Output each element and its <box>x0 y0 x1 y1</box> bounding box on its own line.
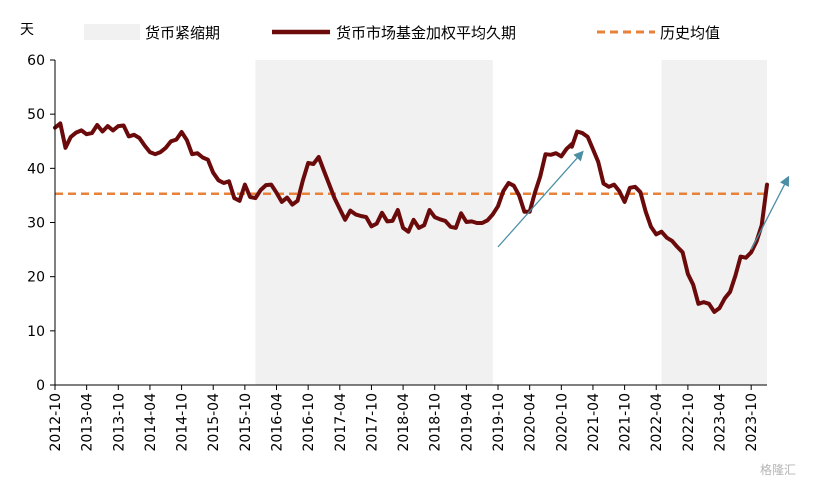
x-tick-label: 2018-10 <box>428 393 444 452</box>
y-tick-label: 60 <box>27 53 45 69</box>
trend-arrow-layer <box>497 150 790 250</box>
x-tick-label: 2022-04 <box>649 393 665 452</box>
y-tick-label: 50 <box>27 107 45 123</box>
x-tick-label: 2021-04 <box>586 393 602 452</box>
x-tick-label: 2013-04 <box>80 393 96 452</box>
legend-shade-swatch <box>84 24 140 40</box>
x-tick-label: 2019-10 <box>491 393 507 452</box>
legend-shade-label: 货币紧缩期 <box>145 24 220 42</box>
y-tick-label: 20 <box>27 270 45 286</box>
x-tick-label: 2018-04 <box>396 393 412 452</box>
x-tick-label: 2017-10 <box>364 393 380 452</box>
y-tick-label: 30 <box>27 216 45 232</box>
x-tick-label: 2019-04 <box>459 393 475 452</box>
x-tick-label: 2012-10 <box>48 393 64 452</box>
y-axis-unit-label: 天 <box>20 22 34 38</box>
watermark: 格隆汇 <box>760 462 796 477</box>
legend-line-label: 货币市场基金加权平均久期 <box>336 24 516 42</box>
series-layer <box>53 121 769 314</box>
series-line-1 <box>53 121 769 314</box>
x-tick-label: 2020-10 <box>554 393 570 452</box>
x-tick-label: 2013-10 <box>111 393 127 452</box>
legend: 货币紧缩期 货币市场基金加权平均久期 历史均值 <box>84 24 720 42</box>
y-tick-label: 10 <box>27 324 45 340</box>
tightening-shade-layer <box>255 60 767 385</box>
x-tick-label: 2017-04 <box>333 393 349 452</box>
x-tick-label: 2016-04 <box>270 393 286 452</box>
x-tick-label: 2021-10 <box>618 393 634 452</box>
trend-arrow-2 <box>750 175 790 250</box>
tightening-period-2 <box>661 60 767 385</box>
trend-arrow-1 <box>497 150 584 248</box>
x-tick-label: 2014-10 <box>175 393 191 452</box>
legend-mean-label: 历史均值 <box>660 24 720 42</box>
axis-layer: 0 10 20 30 40 50 60 2012-10 2013-04 2013-10 2014-0… <box>27 53 767 452</box>
y-tick-label: 0 <box>36 378 45 394</box>
x-tick-label: 2016-10 <box>301 393 317 452</box>
x-tick-label: 2020-04 <box>523 393 539 452</box>
y-tick-label: 40 <box>27 161 45 177</box>
x-tick-label: 2015-04 <box>206 393 222 452</box>
x-tick-label: 2015-10 <box>238 393 254 452</box>
x-tick-label: 2022-10 <box>681 393 697 452</box>
x-tick-label: 2014-04 <box>143 393 159 452</box>
x-tick-label: 2023-10 <box>744 393 760 452</box>
x-tick-label: 2023-04 <box>713 393 729 452</box>
tightening-period-1 <box>255 60 493 385</box>
